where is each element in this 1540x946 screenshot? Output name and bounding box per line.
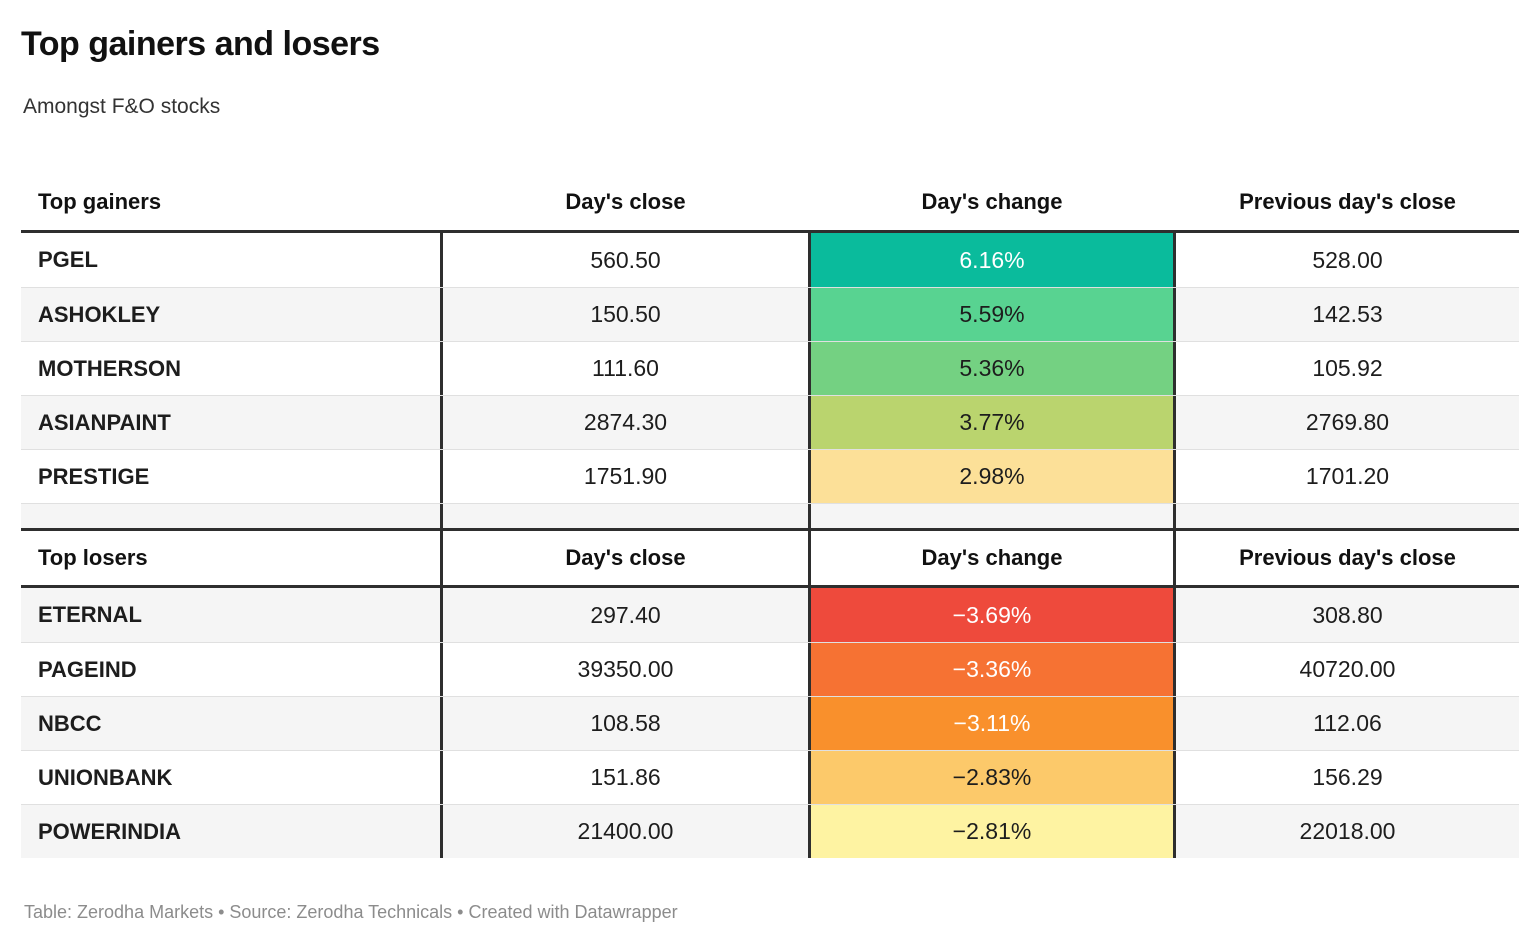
spacer-cell <box>1176 504 1519 528</box>
table-row: PRESTIGE 1751.90 2.98% 1701.20 <box>21 449 1519 503</box>
spacer-cell <box>443 504 808 528</box>
days-change-cell: 3.77% <box>808 396 1176 449</box>
prev-close-cell: 112.06 <box>1176 697 1519 750</box>
prev-close-cell: 105.92 <box>1312 355 1383 381</box>
prev-close-cell: 142.53 <box>1176 288 1519 341</box>
stock-name-cell: ETERNAL <box>21 588 443 642</box>
stock-name-cell: ASIANPAINT <box>21 396 443 449</box>
days-close-cell: 2874.30 <box>443 396 808 449</box>
days-change-cell: −3.11% <box>808 697 1176 750</box>
stock-name-cell: PGEL <box>21 233 443 287</box>
days-change-cell: 5.59% <box>808 288 1176 341</box>
table-header-row: Top gainers Day's close Day's change Pre… <box>21 173 1519 233</box>
column-header-days-change: Day's change <box>808 173 1176 230</box>
column-header-days-close: Day's close <box>443 531 808 585</box>
days-change-cell: −2.83% <box>808 751 1176 804</box>
column-header-days-close: Day's close <box>443 173 808 230</box>
spacer-cell <box>808 504 1176 528</box>
table-row: PAGEIND 39350.00 −3.36% 40720.00 <box>21 642 1519 696</box>
days-close-cell: 150.50 <box>443 288 808 341</box>
prev-close-cell: 308.80 <box>1176 588 1519 642</box>
chart-subtitle: Amongst F&O stocks <box>23 95 221 118</box>
column-header-prev-close: Previous day's close <box>1176 173 1519 230</box>
column-header-section: Top losers <box>21 531 443 585</box>
table-row: UNIONBANK 151.86 −2.83% 156.29 <box>21 750 1519 804</box>
days-change-cell: −3.36% <box>808 643 1176 696</box>
column-header-days-change: Day's change <box>808 531 1176 585</box>
stock-name-cell: POWERINDIA <box>21 805 443 858</box>
days-change-cell: 6.16% <box>808 233 1176 287</box>
stock-name-cell: PAGEIND <box>21 643 443 696</box>
prev-close-cell: 156.29 <box>1312 764 1383 790</box>
stock-name-cell: MOTHERSON <box>21 342 443 395</box>
stock-name-cell: PRESTIGE <box>21 450 443 503</box>
table-row: NBCC 108.58 −3.11% 112.06 <box>21 696 1519 750</box>
prev-close-cell: 40720.00 <box>1299 656 1396 682</box>
prev-close-cell: 528.00 <box>1312 246 1383 273</box>
days-change-cell: −3.69% <box>808 588 1176 642</box>
days-close-cell: 111.60 <box>592 355 659 381</box>
days-change-cell: −2.81% <box>808 805 1176 858</box>
prev-close-cell: 1701.20 <box>1305 463 1390 489</box>
column-header-section: Top gainers <box>21 173 443 230</box>
prev-close-cell: 22018.00 <box>1176 805 1519 858</box>
table-row: ASIANPAINT 2874.30 3.77% 2769.80 <box>21 395 1519 449</box>
table-row: ETERNAL 297.40 −3.69% 308.80 <box>21 588 1519 642</box>
prev-close-cell: 2769.80 <box>1176 396 1519 449</box>
table-row: ASHOKLEY 150.50 5.59% 142.53 <box>21 287 1519 341</box>
stock-name-cell: NBCC <box>21 697 443 750</box>
page: Top gainers and losers Amongst F&O stock… <box>21 25 1519 922</box>
days-close-cell: 1751.90 <box>583 463 668 489</box>
table-row: POWERINDIA 21400.00 −2.81% 22018.00 <box>21 804 1519 858</box>
days-close-cell: 151.86 <box>590 764 661 790</box>
table-header-row: Top losers Day's close Day's change Prev… <box>21 528 1519 588</box>
days-change-cell: 5.36% <box>808 342 1176 395</box>
days-close-cell: 560.50 <box>590 246 661 273</box>
footer-attribution: Table: Zerodha Markets • Source: Zerodha… <box>24 902 678 922</box>
stock-name-cell: UNIONBANK <box>21 751 443 804</box>
days-close-cell: 21400.00 <box>443 805 808 858</box>
days-change-cell: 2.98% <box>808 450 1176 503</box>
days-close-cell: 108.58 <box>443 697 808 750</box>
stock-name-cell: ASHOKLEY <box>21 288 443 341</box>
table-spacer-row <box>21 503 1519 528</box>
days-close-cell: 39350.00 <box>577 656 674 682</box>
gainers-losers-table: Top gainers Day's close Day's change Pre… <box>21 173 1519 858</box>
days-close-cell: 297.40 <box>443 588 808 642</box>
chart-title: Top gainers and losers <box>21 25 380 63</box>
table-row: MOTHERSON 111.60 5.36% 105.92 <box>21 341 1519 395</box>
column-header-prev-close: Previous day's close <box>1176 531 1519 585</box>
table-row: PGEL 560.50 6.16% 528.00 <box>21 233 1519 287</box>
spacer-cell <box>21 504 443 528</box>
